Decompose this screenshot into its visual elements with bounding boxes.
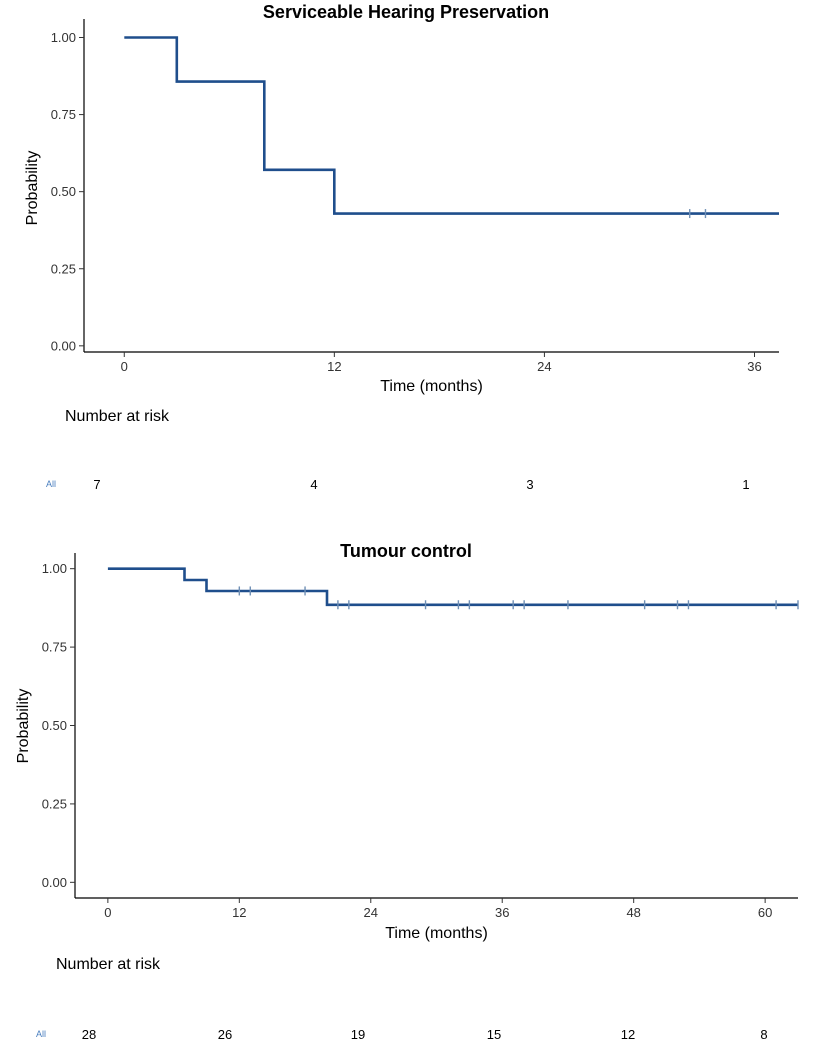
- x-tick-label: 12: [232, 905, 246, 920]
- x-tick-label: 0: [104, 905, 111, 920]
- risk-value: 8: [760, 1027, 767, 1042]
- risk-table-title: Number at risk: [65, 408, 170, 425]
- risk-table-title: Number at risk: [56, 956, 161, 973]
- risk-value: 19: [351, 1027, 365, 1042]
- x-axis-label: Time (months): [380, 378, 483, 395]
- y-axis-label: Probability: [15, 689, 32, 764]
- y-tick-label: 1.00: [42, 561, 67, 576]
- x-tick-label: 0: [121, 359, 128, 374]
- risk-value: 26: [218, 1027, 232, 1042]
- x-tick-label: 24: [537, 359, 551, 374]
- y-axis-label: Probability: [24, 151, 41, 226]
- y-tick-label: 0.00: [42, 875, 67, 890]
- risk-value: 28: [82, 1027, 96, 1042]
- y-tick-label: 0.25: [42, 796, 67, 811]
- y-tick-label: 0.75: [42, 640, 67, 655]
- x-tick-label: 36: [495, 905, 509, 920]
- km-panel-1: Serviceable Hearing Preservation 0.00 0.25…: [24, 2, 779, 492]
- survival-curve: [107, 567, 798, 607]
- y-tick-label: 0.25: [51, 261, 76, 276]
- y-tick-label: 0.75: [51, 107, 76, 122]
- chart-title: Tumour control: [340, 541, 472, 561]
- risk-value: 3: [526, 477, 533, 492]
- risk-value: 7: [93, 477, 100, 492]
- risk-group-label: All: [46, 479, 56, 489]
- chart-title: Serviceable Hearing Preservation: [263, 2, 549, 22]
- y-tick-label: 0.50: [42, 718, 67, 733]
- y-tick-label: 0.00: [51, 338, 76, 353]
- x-tick-label: 24: [364, 905, 378, 920]
- km-panel-2: Tumour control 0.00 0.25 0.50 0.75 1.00 0 12 24 3…: [15, 541, 799, 1042]
- risk-group-label: All: [36, 1029, 46, 1039]
- y-tick-label: 1.00: [51, 30, 76, 45]
- x-tick-label: 48: [626, 905, 640, 920]
- risk-value: 12: [621, 1027, 635, 1042]
- risk-value: 4: [310, 477, 317, 492]
- x-tick-label: 60: [758, 905, 772, 920]
- x-tick-label: 12: [327, 359, 341, 374]
- survival-curve: [124, 36, 779, 215]
- y-tick-label: 0.50: [51, 184, 76, 199]
- x-axis-label: Time (months): [385, 925, 488, 942]
- x-tick-label: 36: [747, 359, 761, 374]
- risk-value: 1: [742, 477, 749, 492]
- risk-value: 15: [487, 1027, 501, 1042]
